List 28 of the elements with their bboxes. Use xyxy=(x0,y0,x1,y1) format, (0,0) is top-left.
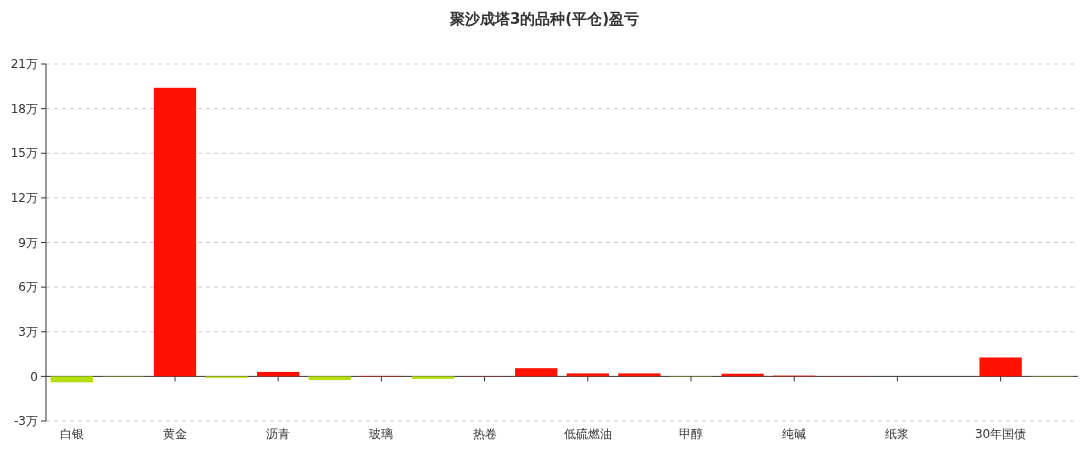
x-tick-label: 玻璃 xyxy=(369,427,394,441)
bar xyxy=(566,373,609,377)
y-tick-label: 15万 xyxy=(10,146,38,161)
bar xyxy=(308,376,351,381)
bar xyxy=(515,368,558,377)
x-tick-label: 黄金 xyxy=(163,427,187,441)
bar xyxy=(153,87,197,377)
x-tick-label: 低硫燃油 xyxy=(563,427,612,441)
y-tick-label: 21万 xyxy=(10,57,38,72)
y-tick-label: 9万 xyxy=(18,235,38,250)
y-tick-label: -3万 xyxy=(14,414,38,429)
x-tick-label: 纸浆 xyxy=(885,427,910,441)
bar xyxy=(618,373,661,377)
x-tick-label: 30年国债 xyxy=(974,427,1027,441)
bar xyxy=(50,376,93,383)
x-tick-label: 热卷 xyxy=(472,427,497,441)
x-tick-label: 沥青 xyxy=(266,427,291,441)
x-tick-label: 甲醇 xyxy=(679,427,703,441)
y-tick-label: 3万 xyxy=(18,324,38,339)
x-tick-label: 纯碱 xyxy=(782,427,807,441)
y-tick-label: 6万 xyxy=(18,280,38,295)
y-tick-label: 12万 xyxy=(10,191,38,206)
chart-title: 聚沙成塔3的品种(平仓)盈亏 xyxy=(448,10,640,28)
x-tick-label: 白银 xyxy=(59,427,84,441)
y-tick-label: 0 xyxy=(30,369,38,384)
y-tick-label: 18万 xyxy=(10,101,38,116)
bar xyxy=(979,357,1022,377)
bar xyxy=(411,376,455,379)
